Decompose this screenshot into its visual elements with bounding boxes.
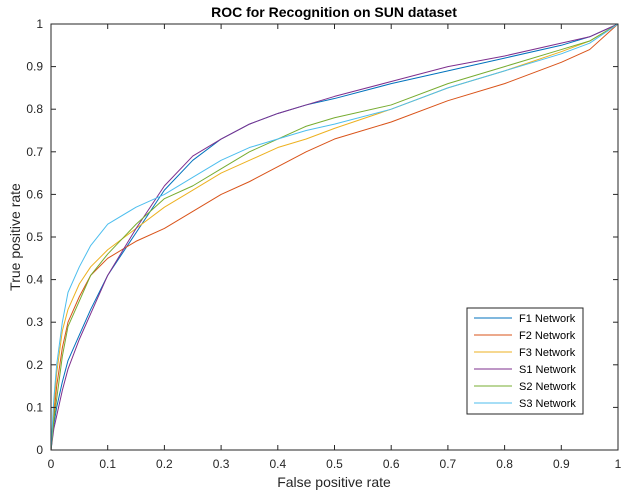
y-tick-label: 0.3: [26, 315, 43, 329]
x-tick-label: 0.8: [496, 457, 513, 471]
chart-title: ROC for Recognition on SUN dataset: [211, 4, 457, 20]
y-tick-label: 0.7: [26, 145, 43, 159]
y-tick-label: 0.4: [26, 273, 43, 287]
y-tick-label: 0: [36, 443, 43, 457]
x-tick-label: 0.2: [156, 457, 173, 471]
y-tick-label: 0.6: [26, 187, 43, 201]
x-tick-label: 0.9: [553, 457, 570, 471]
x-tick-label: 0.5: [326, 457, 343, 471]
series-layer: [50, 23, 619, 451]
series-line-s1-network: [50, 23, 619, 451]
series-line-f1-network: [50, 23, 619, 451]
y-tick-label: 0.9: [26, 60, 43, 74]
y-tick-label: 0.1: [26, 400, 43, 414]
y-tick-label: 0.5: [26, 230, 43, 244]
series-line-s2-network: [50, 23, 619, 451]
ticks-layer: 0 0.1 0.2 0.3 0.4 0.5 0.6 0.7 0.8 0.9 1 0 0.1 0.2 0.3 0…: [26, 17, 621, 471]
x-tick-label: 0.7: [440, 457, 457, 471]
series-line-f2-network: [50, 23, 619, 451]
legend-label-s2-network: S2 Network: [519, 381, 576, 393]
y-axis-label: True positive rate: [7, 183, 23, 291]
legend-box: [466, 307, 584, 415]
legend-label-s3-network: S3 Network: [519, 398, 576, 410]
y-tick-label: 0.2: [26, 358, 43, 372]
x-tick-label: 0: [48, 457, 55, 471]
legend-label-s1-network: S1 Network: [519, 364, 576, 376]
x-tick-label: 0.3: [213, 457, 230, 471]
x-tick-label: 0.4: [269, 457, 286, 471]
legend-label-f1-network: F1 Network: [519, 313, 576, 325]
legend-label-f2-network: F2 Network: [519, 330, 576, 342]
y-tick-label: 1: [36, 17, 43, 31]
x-tick-label: 1: [615, 457, 622, 471]
x-axis-label: False positive rate: [277, 474, 391, 490]
series-line-s3-network: [50, 23, 619, 451]
x-tick-label: 0.6: [383, 457, 400, 471]
legend-label-f3-network: F3 Network: [519, 347, 576, 359]
x-tick-label: 0.1: [99, 457, 116, 471]
legend: F1 Network F2 Network F3 Network S1 Network…: [466, 307, 584, 415]
y-tick-label: 0.8: [26, 102, 43, 116]
